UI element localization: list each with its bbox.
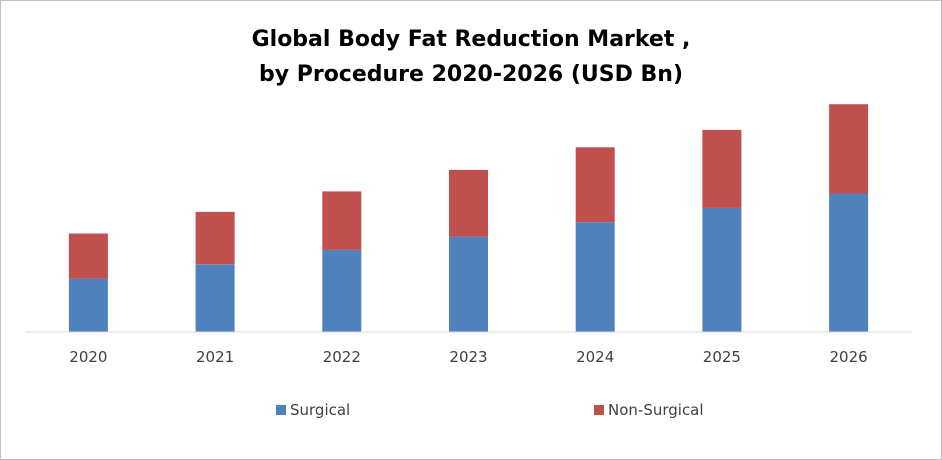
legend-swatch-non-surgical (594, 405, 604, 415)
x-tick-label-2023: 2023 (449, 348, 487, 366)
chart-title-line-1: Global Body Fat Reduction Market , (252, 27, 691, 52)
legend: Surgical Non-Surgical (276, 401, 704, 419)
bar-surgical-2026 (829, 193, 869, 332)
bars-layer (68, 104, 869, 332)
bar-non-surgical-2025 (702, 129, 742, 208)
chart-title-line-2: by Procedure 2020-2026 (USD Bn) (259, 62, 683, 87)
bar-surgical-2020 (68, 278, 108, 332)
legend-label-surgical: Surgical (290, 401, 350, 419)
x-tick-label-2025: 2025 (703, 348, 741, 366)
bar-non-surgical-2022 (322, 191, 362, 250)
bar-non-surgical-2020 (68, 233, 108, 279)
bar-non-surgical-2023 (449, 169, 488, 237)
x-tick-label-2024: 2024 (576, 348, 614, 366)
bar-surgical-2021 (195, 264, 235, 332)
bar-non-surgical-2026 (829, 104, 869, 194)
x-tick-label-2026: 2026 (830, 348, 868, 366)
legend-swatch-surgical (276, 405, 286, 415)
legend-label-non-surgical: Non-Surgical (608, 401, 704, 419)
bar-non-surgical-2021 (195, 211, 235, 265)
bar-non-surgical-2024 (575, 147, 615, 223)
x-tick-label-2022: 2022 (323, 348, 361, 366)
x-tick-labels: 2020 2021 2022 2023 2024 2025 2026 (69, 348, 867, 366)
bar-surgical-2023 (449, 236, 488, 332)
bar-surgical-2025 (702, 207, 742, 332)
x-tick-label-2021: 2021 (196, 348, 234, 366)
x-tick-label-2020: 2020 (69, 348, 107, 366)
bar-surgical-2022 (322, 249, 362, 332)
bar-surgical-2024 (575, 222, 615, 332)
